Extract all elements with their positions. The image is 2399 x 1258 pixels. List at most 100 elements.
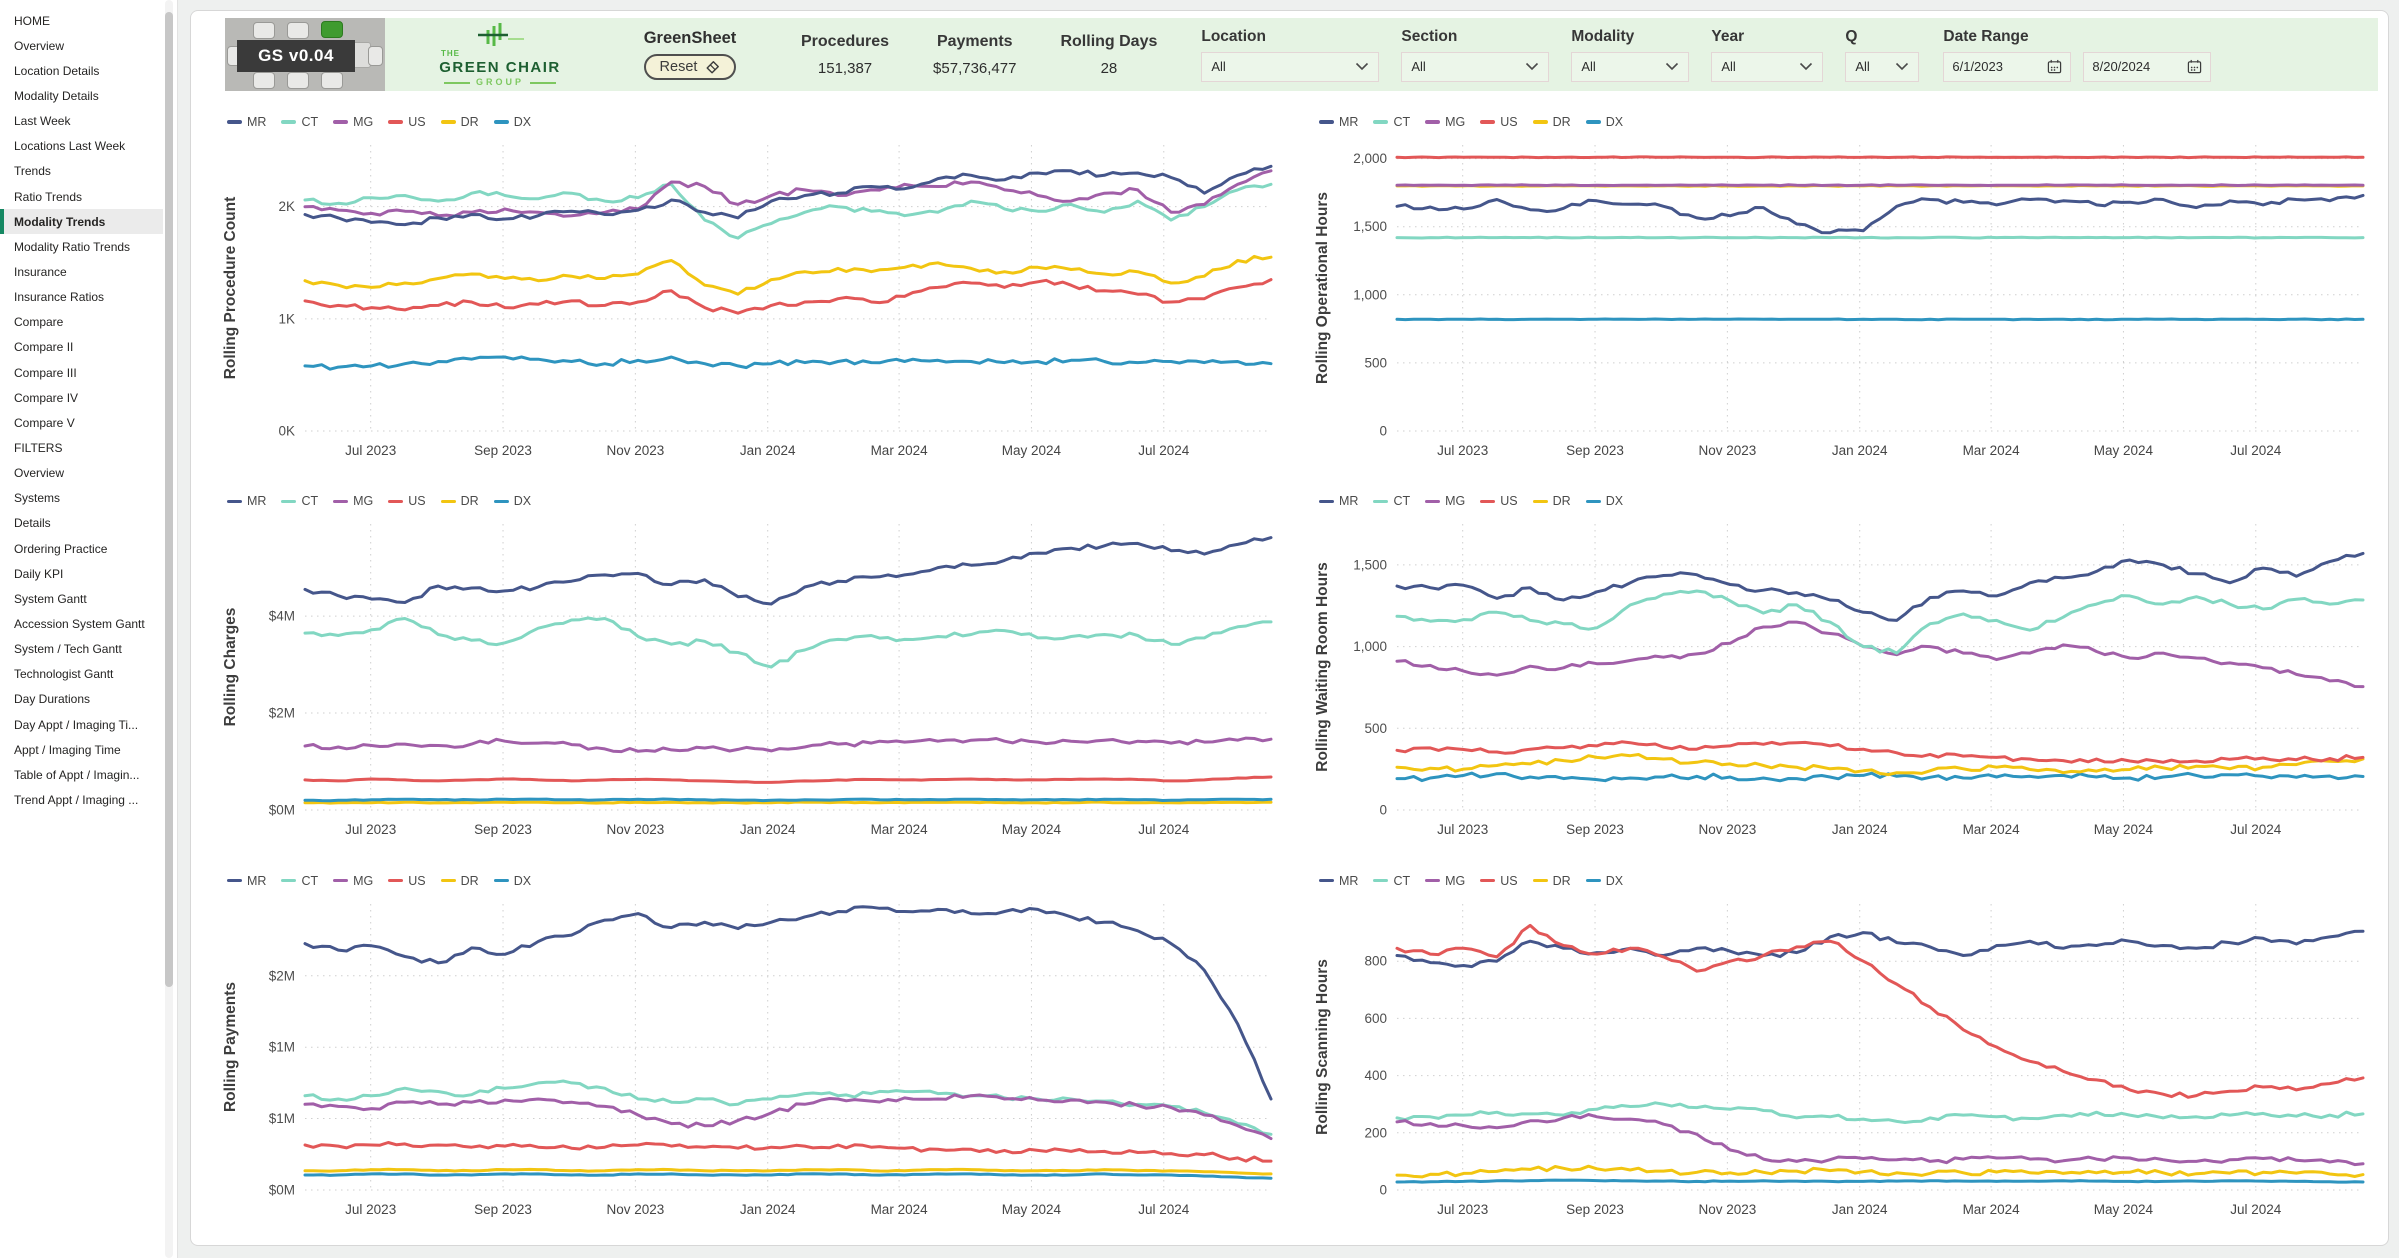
- legend-item-mr[interactable]: MR: [1319, 494, 1358, 508]
- series-line-us[interactable]: [1395, 923, 2365, 1099]
- legend-item-dr[interactable]: DR: [440, 115, 479, 129]
- series-line-mg[interactable]: [1395, 1112, 2365, 1166]
- sidebar-item-insurance[interactable]: Insurance: [14, 264, 67, 279]
- series-line-mg[interactable]: [303, 1093, 1273, 1140]
- sidebar-item-modality-trends[interactable]: Modality Trends: [0, 209, 163, 235]
- sidebar-item-details[interactable]: Details: [14, 516, 51, 531]
- filter-dropdown-modality[interactable]: All: [1571, 51, 1690, 82]
- sidebar-item-home[interactable]: HOME: [14, 13, 50, 28]
- series-line-mg[interactable]: [1395, 183, 2365, 188]
- legend-item-mr[interactable]: MR: [227, 874, 266, 888]
- series-line-mg[interactable]: [1395, 620, 2365, 689]
- series-line-mg[interactable]: [303, 736, 1273, 754]
- sidebar-item-modality-ratio-trends[interactable]: Modality Ratio Trends: [14, 239, 131, 254]
- legend-item-mg[interactable]: MG: [1425, 494, 1465, 508]
- legend-item-dr[interactable]: DR: [440, 494, 479, 508]
- legend-item-mr[interactable]: MR: [1319, 115, 1358, 129]
- series-line-dx[interactable]: [1395, 317, 2365, 322]
- chart-plot-rolling-waiting-room-hours[interactable]: 0 500 1,000 1,500 Jul 2023 Sep 2023 Nov 2023 Ja…: [1311, 512, 2371, 844]
- sidebar-item-daily-kpi[interactable]: Daily KPI: [14, 566, 64, 581]
- legend-item-mg[interactable]: MG: [1425, 874, 1465, 888]
- legend-item-dx[interactable]: DX: [1585, 115, 1623, 129]
- series-line-mr[interactable]: [1395, 929, 2365, 968]
- series-line-ct[interactable]: [303, 616, 1273, 669]
- series-line-dr[interactable]: [303, 254, 1273, 296]
- legend-item-ct[interactable]: CT: [281, 115, 318, 129]
- filter-dropdown-location[interactable]: All: [1201, 51, 1380, 82]
- legend-item-us[interactable]: US: [1480, 874, 1518, 888]
- sidebar-item-overview[interactable]: Overview: [14, 38, 65, 53]
- legend-item-dx[interactable]: DX: [493, 494, 531, 508]
- series-line-mr[interactable]: [1395, 552, 2365, 623]
- calendar-icon[interactable]: [2047, 59, 2062, 74]
- date-start-input[interactable]: 6/1/2023: [1943, 51, 2072, 82]
- chart-plot-rolling-procedure-count[interactable]: 0K 1K 2K Jul 2023 Sep 2023 Nov 2023 Jan 2024 Ma…: [219, 133, 1279, 465]
- series-line-dr[interactable]: [1395, 1164, 2365, 1179]
- legend-item-mr[interactable]: MR: [227, 115, 266, 129]
- legend-item-us[interactable]: US: [388, 494, 426, 508]
- chart-plot-rolling-scanning-hours[interactable]: 0 200 400 600 800 Jul 2023 Sep 2023 Nov 2023 Jan…: [1311, 892, 2371, 1224]
- legend-item-dx[interactable]: DX: [493, 115, 531, 129]
- series-line-ct[interactable]: [303, 182, 1273, 240]
- legend-item-us[interactable]: US: [1480, 494, 1518, 508]
- chart-plot-rolling-operational-hours[interactable]: 0 500 1,000 1,500 2,000 Jul 2023 Sep 2023 Nov 2…: [1311, 133, 2371, 465]
- chevron-down-icon[interactable]: [1525, 62, 1539, 71]
- legend-item-ct[interactable]: CT: [1373, 115, 1410, 129]
- chart-plot-rolling-charges[interactable]: $0M $2M $4M Jul 2023 Sep 2023 Nov 2023 Jan 202…: [219, 512, 1279, 844]
- sidebar-item-ordering-practice[interactable]: Ordering Practice: [14, 541, 108, 556]
- series-line-dx[interactable]: [1395, 1178, 2365, 1184]
- series-line-mr[interactable]: [303, 904, 1273, 1101]
- series-line-mr[interactable]: [303, 164, 1273, 227]
- sidebar-item-compare-v[interactable]: Compare V: [14, 415, 75, 430]
- legend-item-ct[interactable]: CT: [1373, 494, 1410, 508]
- series-line-dr[interactable]: [1395, 753, 2365, 777]
- series-line-us[interactable]: [1395, 155, 2365, 160]
- legend-item-us[interactable]: US: [388, 115, 426, 129]
- series-line-us[interactable]: [303, 1140, 1273, 1163]
- sidebar-item-table-of-appt-imagin[interactable]: Table of Appt / Imagin...: [14, 767, 140, 782]
- reset-button[interactable]: Reset: [643, 54, 737, 80]
- sidebar-item-day-durations[interactable]: Day Durations: [14, 692, 91, 707]
- sidebar-item-ratio-trends[interactable]: Ratio Trends: [14, 189, 83, 204]
- chevron-down-icon[interactable]: [1665, 62, 1679, 71]
- legend-item-dr[interactable]: DR: [1532, 115, 1571, 129]
- sidebar-scrollbar-thumb[interactable]: [165, 12, 173, 987]
- sidebar-item-modality-details[interactable]: Modality Details: [14, 88, 99, 103]
- sidebar-item-insurance-ratios[interactable]: Insurance Ratios: [14, 290, 105, 305]
- series-line-dx[interactable]: [1395, 771, 2365, 783]
- legend-item-dx[interactable]: DX: [1585, 494, 1623, 508]
- sidebar-item-compare-iv[interactable]: Compare IV: [14, 390, 79, 405]
- sidebar-item-system-tech-gantt[interactable]: System / Tech Gantt: [14, 642, 122, 657]
- series-line-ct[interactable]: [1395, 1100, 2365, 1124]
- chevron-down-icon[interactable]: [1355, 62, 1369, 71]
- sidebar-item-system-gantt[interactable]: System Gantt: [14, 591, 87, 606]
- legend-item-mg[interactable]: MG: [333, 115, 373, 129]
- legend-item-dr[interactable]: DR: [1532, 494, 1571, 508]
- legend-item-ct[interactable]: CT: [281, 874, 318, 888]
- legend-item-dx[interactable]: DX: [1585, 874, 1623, 888]
- series-line-mr[interactable]: [1395, 193, 2365, 235]
- sidebar-item-last-week[interactable]: Last Week: [14, 114, 71, 129]
- legend-item-dr[interactable]: DR: [440, 874, 479, 888]
- legend-item-mg[interactable]: MG: [333, 874, 373, 888]
- calendar-icon[interactable]: [2187, 59, 2202, 74]
- series-line-us[interactable]: [303, 775, 1273, 785]
- series-line-us[interactable]: [1395, 740, 2365, 765]
- sidebar-item-filters[interactable]: FILTERS: [14, 440, 63, 455]
- series-line-ct[interactable]: [1395, 235, 2365, 240]
- legend-item-mr[interactable]: MR: [227, 494, 266, 508]
- sidebar-item-compare-ii[interactable]: Compare II: [14, 340, 74, 355]
- sidebar-item-trend-appt-imaging[interactable]: Trend Appt / Imaging ...: [14, 792, 139, 807]
- series-line-dr[interactable]: [303, 800, 1273, 805]
- sidebar-item-compare-iii[interactable]: Compare III: [14, 365, 77, 380]
- legend-item-dx[interactable]: DX: [493, 874, 531, 888]
- sidebar-item-appt-imaging-time[interactable]: Appt / Imaging Time: [14, 742, 121, 757]
- legend-item-us[interactable]: US: [388, 874, 426, 888]
- chevron-down-icon[interactable]: [1799, 62, 1813, 71]
- series-line-dx[interactable]: [303, 1171, 1273, 1180]
- sidebar-item-locations-last-week[interactable]: Locations Last Week: [14, 139, 126, 154]
- filter-dropdown-q[interactable]: All: [1845, 51, 1920, 82]
- series-line-mg[interactable]: [303, 169, 1273, 218]
- sidebar-item-technologist-gantt[interactable]: Technologist Gantt: [14, 667, 114, 682]
- sidebar-item-day-appt-imaging-ti[interactable]: Day Appt / Imaging Ti...: [14, 717, 139, 732]
